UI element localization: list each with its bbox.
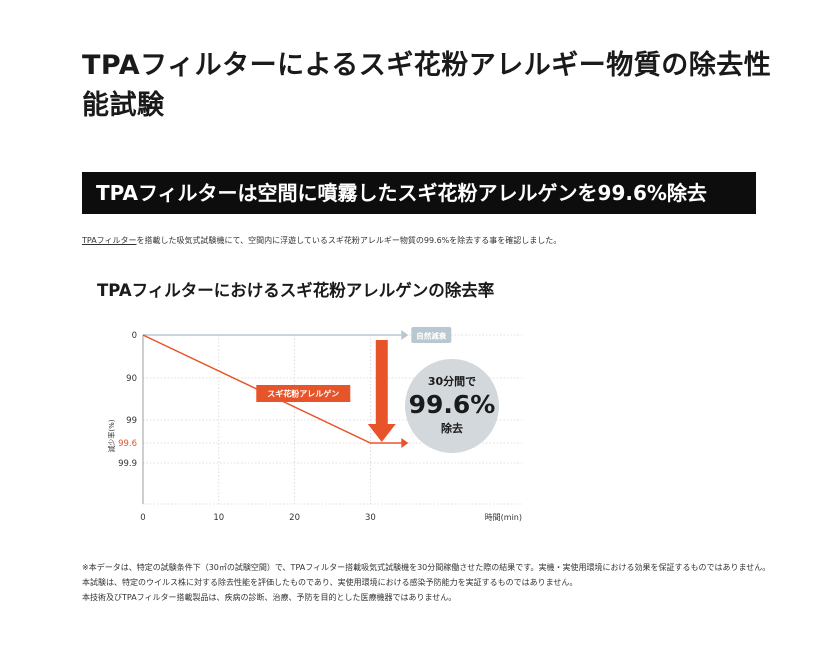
x-tick-label: 10 — [213, 513, 224, 523]
y-tick-label: 99.6 — [118, 439, 137, 449]
headline-banner: TPAフィルターは空間に噴霧したスギ花粉アレルゲンを99.6%除去 — [82, 172, 756, 214]
intro-rest: を搭載した吸気式試験機にて、空間内に浮遊しているスギ花粉アレルギー物質の99.6… — [136, 236, 562, 245]
annotation-line1: 30分間で — [428, 374, 476, 388]
note-2: 本試験は、特定のウイルス株に対する除去性能を評価したものであり、実使用環境におけ… — [82, 578, 578, 587]
annotation-value: 99.6% — [409, 390, 496, 419]
y-tick-label: 99 — [126, 416, 137, 426]
removal-arrow-shaft — [375, 340, 388, 426]
x-tick-label: 0 — [140, 513, 145, 523]
removal-arrow-head — [367, 424, 396, 442]
cedar-allergen-arrowhead — [401, 438, 409, 448]
note-3: 本技術及びTPAフィルター搭載製品は、疾病の診断、治療、予防を目的とした医療機器… — [82, 593, 457, 602]
natural-decay-label-box — [411, 327, 452, 343]
banner-text: TPAフィルターは空間に噴霧したスギ花粉アレルゲンを99.6%除去 — [96, 181, 707, 205]
y-axis-title: 減少率(%) — [107, 419, 116, 452]
natural-decay-arrowhead — [401, 330, 409, 340]
note-1: ※本データは、特定の試験条件下（30㎥の試験空間）で、TPAフィルター搭載吸気式… — [82, 563, 771, 572]
cedar-allergen-line — [142, 334, 403, 444]
page-title: TPAフィルターによるスギ花粉アレルギー物質の除去性能試験 — [82, 50, 772, 121]
intro-text: TPAフィルターを搭載した吸気式試験機にて、空間内に浮遊しているスギ花粉アレルギ… — [82, 235, 762, 247]
x-tick-label: 20 — [289, 513, 300, 523]
annotation-circle — [405, 359, 499, 453]
y-tick-label: 0 — [132, 331, 137, 341]
y-tick-label: 99.9 — [118, 459, 137, 469]
disclaimer-notes: ※本データは、特定の試験条件下（30㎥の試験空間）で、TPAフィルター搭載吸気式… — [82, 560, 772, 605]
removal-rate-chart: 0 90 99 99.6 99.9 0 10 20 30 時間(min) 減少率(%) 自然減衰スギ花… — [107, 327, 522, 523]
tpa-filter-link[interactable]: TPAフィルター — [82, 236, 137, 245]
x-axis-title: 時間(min) — [485, 513, 522, 522]
cedar-allergen-label: スギ花粉アレルゲン — [267, 389, 339, 399]
annotation-line2: 除去 — [441, 421, 463, 435]
cedar-allergen-label-box — [256, 385, 351, 402]
chart-title: TPAフィルターにおけるスギ花粉アレルゲンの除去率 — [97, 281, 495, 300]
x-tick-label: 30 — [365, 513, 376, 523]
y-tick-label: 90 — [126, 374, 137, 384]
natural-decay-label: 自然減衰 — [416, 331, 446, 341]
